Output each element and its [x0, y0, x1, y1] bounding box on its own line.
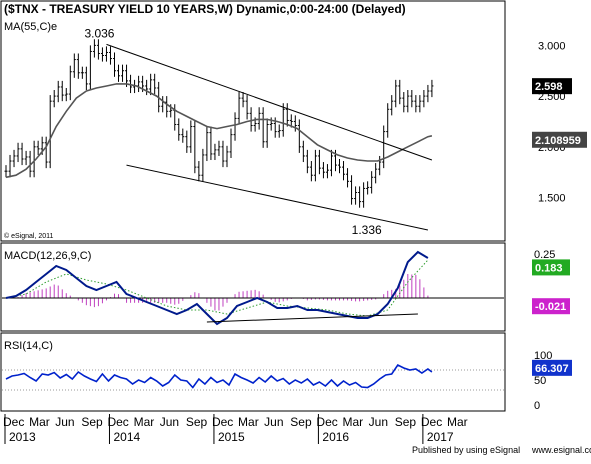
price-annotation: 3.036	[84, 27, 114, 41]
rsi-last-value-label: 66.307	[535, 363, 569, 375]
xaxis-year-label: 2015	[218, 430, 245, 444]
macd-last-value-label-box	[532, 259, 570, 276]
rsi-last-value-label-box	[532, 359, 572, 376]
xaxis-year-label: 2014	[113, 430, 140, 444]
signal-last-value-label: -0.021	[535, 301, 566, 313]
macd-signal-line	[5, 259, 429, 317]
macd-line	[5, 250, 429, 326]
signal-last-value-label-box	[532, 298, 570, 315]
price-ytick-label: 1.500	[538, 193, 566, 205]
xaxis-month-label: Sep	[290, 415, 312, 429]
macd-panel-title: MACD(12,26,9,C)	[4, 250, 91, 262]
macd-trendline	[206, 313, 418, 323]
rsi-ytick-label: 50	[534, 375, 546, 387]
price-ytick-label: 3.000	[538, 40, 566, 52]
rsi-ytick-label: 0	[534, 400, 540, 412]
xaxis-month-label: Mar	[343, 415, 364, 429]
xaxis-month-label: Jun	[160, 415, 179, 429]
xaxis-month-label: Jun	[264, 415, 283, 429]
rsi-panel-title: RSI(14,C)	[4, 340, 53, 352]
ma-legend-label: MA(55,C)e	[4, 21, 57, 33]
xaxis-month-label: Sep	[186, 415, 208, 429]
price-panel-title: ($TNX - TREASURY YIELD 10 YEARS,W) Dynam…	[4, 2, 406, 16]
ma-line	[5, 83, 433, 179]
macd-ytick-label: 0.25	[534, 249, 555, 261]
xaxis-month-label: Sep	[81, 415, 103, 429]
xaxis-month-label: Sep	[395, 415, 417, 429]
xaxis-month-label: Dec	[3, 415, 24, 429]
price-annotation: 1.336	[352, 223, 382, 237]
price-last-value-label-box	[532, 78, 572, 95]
xaxis-month-label: Dec	[107, 415, 128, 429]
footer-brand: www.esignal.com	[531, 445, 591, 455]
ma-last-value-label: 2.108959	[535, 135, 581, 147]
xaxis-month-label: Mar	[447, 415, 468, 429]
xaxis-month-label: Jun	[55, 415, 74, 429]
macd-panel-frame	[0, 242, 506, 332]
xaxis-month-label: Mar	[29, 415, 50, 429]
xaxis-month-label: Mar	[134, 415, 155, 429]
rsi-panel-frame	[0, 332, 506, 412]
xaxis-year-label: 2016	[322, 430, 349, 444]
footer-text: Published by using eSignal	[412, 445, 520, 455]
plot-layer: 3.0002.5002.0001.5003.0361.3360.25100500…	[2, 27, 587, 444]
xaxis-year-label: 2017	[427, 430, 454, 444]
rsi-line	[5, 363, 433, 389]
xaxis-month-label: Dec	[212, 415, 233, 429]
macd-last-value-label: 0.183	[535, 262, 563, 274]
rsi-ytick-label: 100	[534, 350, 552, 362]
price-panel-frame	[0, 0, 506, 242]
price-trendline	[106, 43, 433, 161]
xaxis-month-label: Dec	[316, 415, 337, 429]
xaxis-year-label: 2013	[9, 430, 36, 444]
xaxis-month-label: Mar	[238, 415, 259, 429]
price-last-value-label: 2.598	[535, 81, 563, 93]
price-trendline	[126, 164, 429, 231]
esignal-watermark: © eSignal, 2011	[4, 232, 54, 240]
xaxis-month-label: Jun	[369, 415, 388, 429]
xaxis-month-label: Dec	[421, 415, 442, 429]
ma-last-value-label-box	[532, 131, 587, 148]
